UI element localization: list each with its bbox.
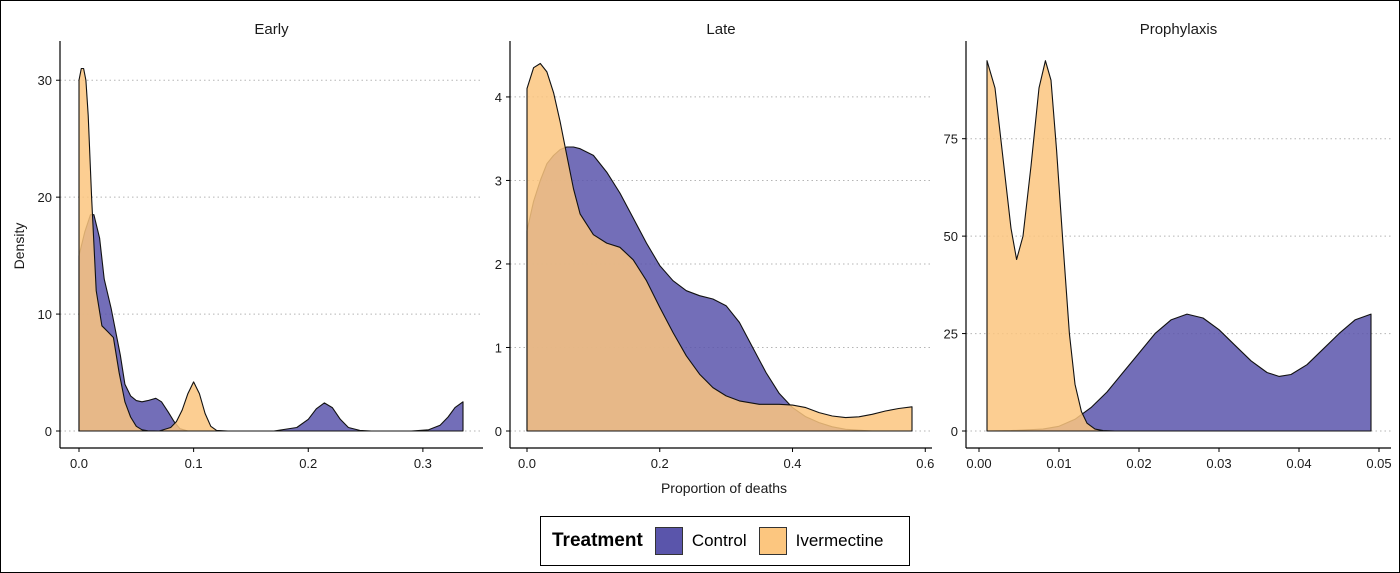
y-tick-label: 20 (38, 190, 52, 205)
x-tick-label: 0.03 (1206, 456, 1231, 471)
x-tick-label: 0.02 (1126, 456, 1151, 471)
y-axis-title: Density (11, 223, 27, 270)
y-tick-label: 0 (495, 424, 502, 439)
y-tick-label: 1 (495, 340, 502, 355)
x-tick-label: 0.3 (414, 456, 432, 471)
y-tick-label: 3 (495, 173, 502, 188)
y-tick-label: 25 (944, 327, 958, 342)
x-tick-label: 0.05 (1366, 456, 1391, 471)
y-tick-label: 0 (951, 424, 958, 439)
panel-prophylaxis: Prophylaxis 0 25 50 75 0.00 0.01 0.02 0.03 0.04 0.… (944, 21, 1392, 471)
y-tick-label: 30 (38, 73, 52, 88)
y-tick-label: 75 (944, 132, 958, 147)
legend-label-ivermectine: Ivermectine (795, 531, 884, 550)
density-area-ivermectine (526, 62, 913, 432)
legend-key-ivermectine (758, 527, 787, 555)
y-tick-label: 50 (944, 229, 958, 244)
y-tick-label: 2 (495, 257, 502, 272)
y-tick-label: 0 (45, 424, 52, 439)
panel-title: Prophylaxis (1140, 21, 1218, 38)
x-tick-label: 0.0 (518, 456, 536, 471)
density-area-ivermectine (78, 67, 229, 432)
legend: Treatment Control Ivermectine (540, 516, 910, 566)
legend-label-control: Control (691, 531, 747, 550)
legend-title: Treatment (552, 530, 643, 551)
x-tick-label: 0.1 (185, 456, 203, 471)
x-tick-label: 0.0 (70, 456, 88, 471)
x-tick-label: 0.04 (1286, 456, 1311, 471)
x-axis-title: Proportion of deaths (661, 480, 787, 496)
x-tick-label: 0.01 (1046, 456, 1071, 471)
x-tick-label: 0.6 (916, 456, 934, 471)
panel-title: Early (254, 21, 289, 38)
panel-title: Late (706, 21, 735, 38)
x-tick-label: 0.2 (651, 456, 669, 471)
legend-key-control (654, 527, 683, 555)
panel-early: Early 0 10 20 30 0.0 0.1 0.2 0.3 (38, 21, 483, 471)
x-tick-label: 0.2 (299, 456, 317, 471)
density-area-ivermectine (986, 60, 1116, 432)
y-tick-label: 10 (38, 307, 52, 322)
y-tick-label: 4 (495, 90, 502, 105)
panel-late: Late 0 1 2 3 4 0.0 0.2 0.4 0.6 (495, 21, 935, 471)
x-tick-label: 0.00 (966, 456, 991, 471)
x-tick-label: 0.4 (783, 456, 801, 471)
density-area-control (78, 214, 464, 432)
